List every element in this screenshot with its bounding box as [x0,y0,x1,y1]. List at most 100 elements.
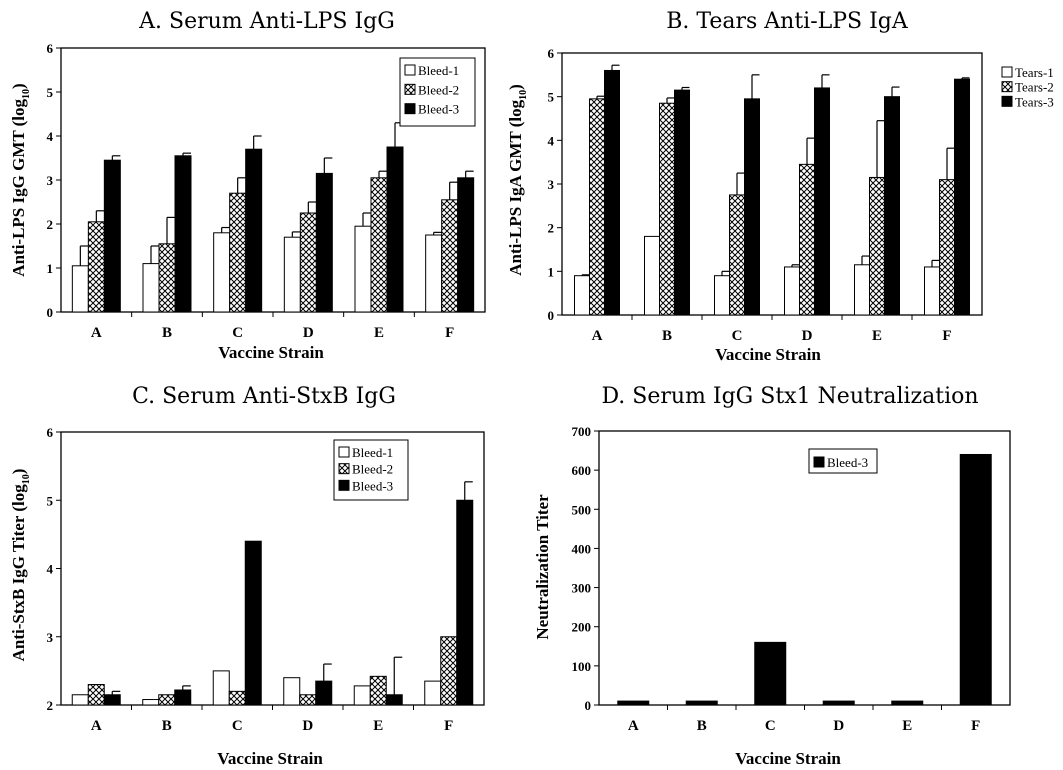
legend-swatch [404,64,416,76]
bar [174,155,192,313]
plot-frame [598,430,1011,706]
legend-swatch [338,479,350,491]
y-tick-label: 0 [585,698,592,713]
y-tick-label: 5 [548,90,555,105]
bar [924,266,940,316]
y-tick-label: 3 [47,630,54,645]
y-tick-label: 6 [47,425,54,440]
legend-label: Tears-1 [1015,65,1054,80]
plot-frame [60,431,485,706]
x-tick-label: B [162,718,172,734]
panel-a-title: A. Serum Anti-LPS IgG [138,9,395,34]
legend-label: Tears-2 [1015,80,1054,95]
legend-swatch [338,446,350,458]
bar [386,146,404,313]
bar [617,700,650,706]
panel-a-xlabel: Vaccine Strain [218,343,324,362]
bar [158,694,176,706]
x-tick-label: C [765,718,776,734]
bar [212,670,230,706]
bar [283,677,301,706]
bar [441,199,459,313]
panel-a-lps-igg: A. Serum Anti-LPS IgG Vaccine Strain Ant… [9,9,486,362]
x-tick-label: E [373,718,383,734]
panel-b-title: B. Tears Anti-LPS IgA [666,9,909,34]
bar [685,700,718,706]
y-tick-label: 4 [548,133,555,148]
bar [353,685,371,706]
y-tick-label: 2 [47,698,54,713]
bar [891,700,924,706]
y-tick-label: 5 [47,85,54,100]
x-tick-label: B [162,325,172,341]
panel-b-lps-iga: B. Tears Anti-LPS IgA Vaccine Strain Ant… [506,9,1054,364]
bar [714,275,730,316]
panel-c-title: C. Serum Anti-StxB IgG [132,384,396,409]
bar [754,641,787,706]
bar [174,689,192,706]
y-tick-label: 1 [47,261,54,276]
bar [959,453,992,706]
bar [245,148,263,313]
y-tick-label: 5 [47,493,54,508]
x-tick-label: F [445,325,454,341]
bar [884,96,900,316]
bar [604,69,620,316]
bar [457,177,475,313]
bar [589,98,605,316]
panel-b-ylabel: Anti-LPS IgA GMT (log10) [506,84,529,276]
x-tick-label: A [91,325,102,341]
y-tick-label: 0 [47,305,54,320]
panel-c-ylabel: Anti-StxB IgG Titer (log10) [9,469,32,662]
bar [87,684,105,706]
x-tick-label: D [802,328,813,344]
panel-d-ylabel: Neutralization Titer [533,494,552,640]
x-tick-label: E [902,718,912,734]
x-tick-label: B [697,718,707,734]
panel-d-title: D. Serum IgG Stx1 Neutralization [601,384,978,409]
bar [354,225,372,313]
legend-label: Bleed-2 [418,82,459,97]
legend-swatch [404,83,416,95]
bar [283,236,301,313]
bar [425,234,443,313]
bar [456,499,474,706]
x-tick-label: B [662,328,672,344]
y-tick-label: 0 [548,308,555,323]
bar [229,192,247,313]
bar [784,266,800,316]
bar [142,263,160,313]
x-tick-label: A [592,328,603,344]
bar [799,163,815,316]
bar [71,694,89,706]
y-tick-label: 400 [572,541,592,556]
panel-d-stx1-neutralization: D. Serum IgG Stx1 Neutralization Vaccine… [533,384,1011,768]
bar [854,264,870,316]
x-tick-label: A [628,718,639,734]
legend-label: Bleed-3 [352,478,393,493]
legend-swatch [404,103,416,115]
bar [315,172,333,313]
legend-label: Bleed-2 [352,462,393,477]
bar [370,177,388,313]
legend-label: Bleed-3 [418,102,459,117]
legend-swatch [1001,66,1013,78]
legend-label: Tears-3 [1015,94,1054,109]
bar [385,694,403,706]
bar [954,78,970,316]
bar [142,699,160,706]
bar [87,221,105,313]
bar [440,636,458,706]
bar [213,232,231,313]
x-tick-label: D [833,718,844,734]
x-tick-label: C [732,328,743,344]
plot-frame [561,52,983,316]
bar [103,159,121,313]
y-tick-label: 700 [572,424,592,439]
x-tick-label: F [971,718,980,734]
y-tick-label: 3 [548,177,555,192]
y-tick-label: 6 [548,46,555,61]
x-tick-label: F [444,718,453,734]
bar [369,675,387,706]
